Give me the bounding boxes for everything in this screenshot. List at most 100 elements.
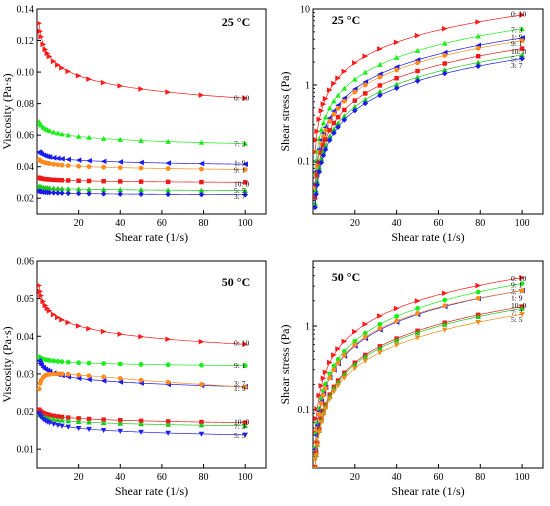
x-tick-label: 80 [475, 218, 485, 229]
data-point [242, 191, 248, 198]
data-point [59, 131, 65, 137]
series-0-10 [37, 20, 248, 102]
series-label: 7: 3 [511, 25, 523, 34]
data-point [242, 432, 248, 438]
data-point [101, 164, 107, 170]
data-point [75, 133, 82, 139]
data-point [519, 26, 525, 32]
data-point [414, 335, 421, 341]
panel-c: 20 40 60 80 100 0.01 0.02 0.03 0.04 0.05 0.06 Shear… [0, 257, 267, 498]
data-point [165, 89, 171, 95]
data-point [242, 363, 248, 369]
data-point [377, 46, 383, 52]
data-point [377, 92, 383, 99]
data-point [442, 61, 447, 66]
data-point [441, 70, 448, 77]
data-point [100, 191, 107, 197]
data-point [138, 191, 144, 197]
data-point [47, 412, 52, 418]
data-point [117, 379, 124, 385]
data-point [316, 392, 323, 399]
data-point [165, 166, 171, 171]
data-point [316, 169, 323, 175]
data-point [65, 418, 72, 424]
data-point [326, 359, 333, 366]
data-point [65, 359, 71, 365]
series-label: 10: 0 [511, 301, 526, 310]
series-label: 7: 3 [234, 139, 246, 148]
data-point [117, 186, 124, 193]
data-point [322, 114, 329, 120]
series-label: 7: 3 [511, 308, 523, 317]
series-label: 0: 10 [234, 94, 249, 103]
data-point [76, 372, 82, 378]
data-point [50, 416, 57, 422]
data-point [65, 415, 71, 420]
series-label: 10: 0 [234, 180, 249, 189]
data-point [335, 360, 341, 366]
data-point [242, 187, 248, 193]
data-point [117, 420, 124, 426]
data-point [335, 92, 341, 98]
series-label: 9: 1 [511, 39, 523, 48]
data-point [362, 53, 369, 60]
series-7-3 [37, 118, 248, 146]
y-axis-label: Viscosity (Pa·s) [0, 326, 14, 402]
data-point [362, 353, 369, 360]
series-label: 0: 10 [234, 339, 249, 348]
data-point [341, 117, 348, 123]
x-tick-label: 40 [115, 472, 125, 483]
data-point [165, 187, 171, 193]
data-point [313, 137, 319, 143]
series-label: 9: 1 [234, 165, 246, 174]
data-point [318, 159, 325, 166]
y-tick-label: 0.05 [17, 294, 35, 305]
data-point [117, 331, 124, 337]
data-point [86, 360, 92, 366]
data-point [86, 76, 92, 82]
data-point [313, 466, 318, 468]
y-axis-label: Shear stress (Pa) [278, 325, 292, 405]
y-tick-label: 0.04 [17, 162, 35, 173]
data-point [318, 155, 325, 162]
data-point [50, 311, 57, 318]
y-tick-label: 0.12 [17, 36, 35, 47]
data-point [86, 325, 92, 332]
data-point [138, 159, 144, 166]
data-point [362, 96, 369, 102]
x-tick-label: 60 [157, 218, 167, 229]
data-point [335, 356, 341, 362]
series-5-5 [37, 183, 248, 193]
data-point [323, 137, 328, 142]
data-point [76, 416, 81, 421]
data-point [323, 385, 328, 391]
plot-frame [312, 260, 544, 469]
data-point [352, 60, 358, 66]
data-point [475, 19, 481, 25]
data-point [331, 352, 337, 358]
data-point [322, 369, 329, 375]
y-tick-label: 0.06 [17, 257, 35, 268]
data-point [46, 420, 53, 426]
y-tick-label: 0.1 [298, 405, 311, 416]
data-point [51, 177, 56, 183]
data-point [117, 361, 123, 367]
x-tick-label: 40 [392, 218, 402, 229]
data-point [165, 160, 171, 166]
data-point [313, 432, 319, 439]
plot-frame [36, 8, 267, 215]
data-point [198, 422, 205, 428]
series-line [38, 285, 246, 345]
series-5-5 [313, 312, 525, 468]
data-point [100, 377, 107, 384]
data-point [37, 283, 42, 288]
data-point [475, 295, 481, 301]
data-point [442, 303, 448, 309]
data-point [377, 313, 383, 319]
panel-a: 20 40 60 80 100 0.02 0.04 0.06 0.08 0.10 0.12 0.14 S… [0, 5, 267, 244]
data-point [321, 392, 326, 398]
data-point [242, 180, 248, 185]
y-tick-label: 0.04 [17, 332, 35, 343]
data-point [65, 178, 71, 183]
data-point [86, 376, 92, 383]
